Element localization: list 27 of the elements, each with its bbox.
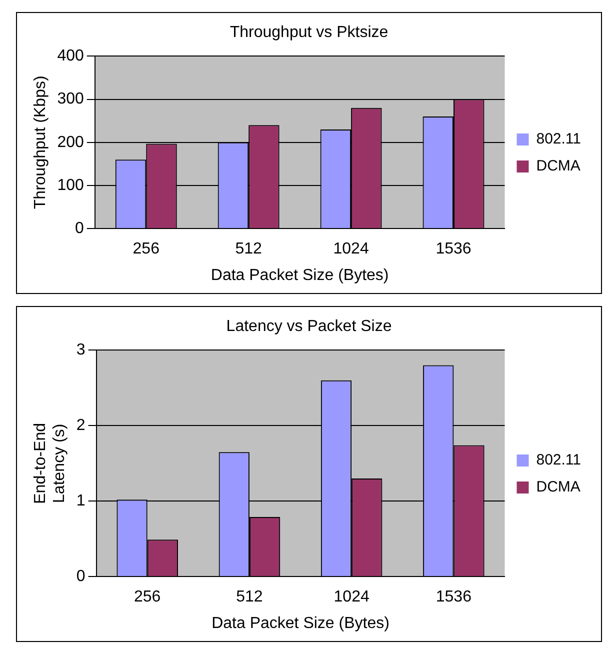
x-tick-label: 1024	[333, 240, 369, 258]
chart-title: Throughput vs Pktsize	[230, 24, 388, 42]
y-axis-title: Throughput (Kbps)	[32, 76, 50, 210]
y-tick-label: 0	[76, 568, 86, 586]
y-tick-label: 400	[57, 48, 84, 65]
chart-title: Latency vs Packet Size	[226, 318, 392, 336]
y-tick-label: 300	[57, 90, 84, 108]
y-axis-title: End-to-End Latency (s)	[32, 422, 68, 504]
y-tick-label: 1	[76, 492, 86, 510]
legend-label: DCMA	[536, 158, 580, 175]
x-axis-title: Data Packet Size (Bytes)	[212, 614, 390, 632]
y-tick-label: 200	[57, 134, 84, 151]
legend-label: DCMA	[536, 478, 580, 496]
y-tick-label: 3	[76, 342, 86, 359]
x-tick-label: 1536	[436, 240, 472, 258]
x-tick-label: 512	[236, 588, 263, 606]
y-tick-label: 2	[76, 417, 86, 434]
y-tick-label: 100	[57, 176, 84, 194]
legend-label: 802.11	[536, 452, 581, 469]
legend-label: 802.11	[536, 130, 581, 148]
x-tick-label: 1536	[436, 588, 472, 606]
x-tick-label: 256	[134, 588, 161, 606]
y-tick-label: 0	[74, 220, 84, 238]
x-tick-label: 512	[235, 240, 262, 258]
x-axis-title: Data Packet Size (Bytes)	[210, 266, 389, 284]
x-tick-label: 1024	[334, 588, 370, 606]
x-tick-label: 256	[132, 240, 160, 258]
